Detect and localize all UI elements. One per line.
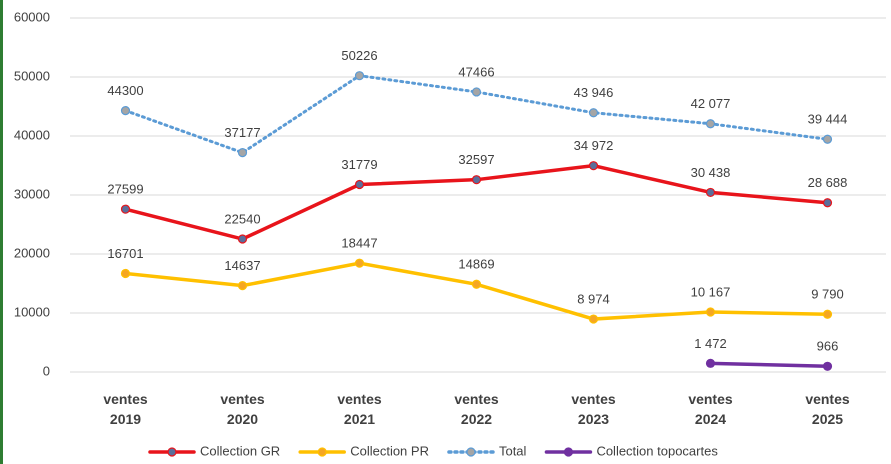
y-tick-label: 10000 xyxy=(14,304,50,319)
data-label: 47466 xyxy=(458,64,494,79)
legend-label: Collection topocartes xyxy=(596,443,718,458)
legend-marker xyxy=(563,447,574,457)
legend-label: Total xyxy=(499,443,527,458)
data-point xyxy=(120,106,131,116)
y-tick-label: 60000 xyxy=(14,9,50,24)
data-label: 50226 xyxy=(341,48,377,63)
data-point xyxy=(822,361,833,371)
data-point xyxy=(354,258,365,268)
data-label: 28 688 xyxy=(808,175,848,190)
data-label: 14869 xyxy=(458,257,494,272)
data-label: 32597 xyxy=(458,152,494,167)
x-tick-label: ventes 2025 xyxy=(805,391,850,427)
data-label: 14637 xyxy=(224,258,260,273)
data-label: 37177 xyxy=(224,125,260,140)
data-point xyxy=(354,71,365,81)
x-tick-label: ventes 2019 xyxy=(103,391,148,427)
x-tick-label: ventes 2023 xyxy=(571,391,616,427)
data-label: 16701 xyxy=(107,246,143,261)
data-label: 44300 xyxy=(107,83,143,98)
y-tick-label: 50000 xyxy=(14,68,50,83)
data-point xyxy=(705,307,716,317)
frame-edge xyxy=(0,0,3,464)
data-label: 34 972 xyxy=(574,138,614,153)
data-point xyxy=(822,198,833,208)
data-point xyxy=(822,309,833,319)
data-point xyxy=(588,161,599,171)
legend-marker xyxy=(317,447,327,457)
data-point xyxy=(705,119,716,129)
y-tick-label: 30000 xyxy=(14,186,50,201)
data-label: 18447 xyxy=(341,236,377,251)
data-point xyxy=(237,281,248,291)
data-point xyxy=(120,204,131,214)
series-line xyxy=(708,361,830,369)
y-tick-label: 20000 xyxy=(14,245,50,260)
legend-label: Collection GR xyxy=(200,443,280,458)
x-tick-label: ventes 2020 xyxy=(220,391,265,427)
data-label: 30 438 xyxy=(691,165,731,180)
y-tick-label: 40000 xyxy=(14,127,50,142)
legend-label: Collection PR xyxy=(350,443,429,458)
data-label: 9 790 xyxy=(811,287,844,302)
data-point xyxy=(705,187,716,198)
series-line xyxy=(124,74,829,155)
y-tick-label: 0 xyxy=(43,363,50,378)
x-tick-label: ventes 2021 xyxy=(337,391,382,427)
data-point xyxy=(120,268,131,279)
data-label: 42 077 xyxy=(691,96,731,111)
data-label: 1 472 xyxy=(694,336,727,351)
data-label: 39 444 xyxy=(808,112,848,127)
data-point xyxy=(237,234,248,244)
data-point xyxy=(822,134,833,144)
data-label: 22540 xyxy=(224,211,260,226)
data-label: 966 xyxy=(817,339,839,354)
x-tick-label: ventes 2022 xyxy=(454,391,499,427)
data-label: 27599 xyxy=(107,182,143,197)
data-label: 8 974 xyxy=(577,291,610,306)
data-point xyxy=(471,87,482,97)
data-point xyxy=(354,179,365,190)
legend-marker xyxy=(167,447,177,457)
data-point xyxy=(471,279,482,289)
data-point xyxy=(705,358,716,368)
data-point xyxy=(588,314,599,324)
data-label: 10 167 xyxy=(691,284,731,299)
data-label: 31779 xyxy=(341,157,377,172)
data-point xyxy=(588,108,599,118)
x-tick-label: ventes 2024 xyxy=(688,391,733,427)
data-label: 43 946 xyxy=(574,85,614,100)
data-point xyxy=(471,175,482,185)
legend-marker xyxy=(466,447,476,457)
data-point xyxy=(237,148,248,158)
